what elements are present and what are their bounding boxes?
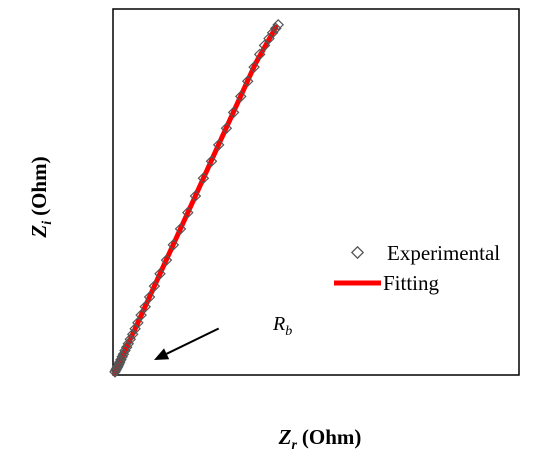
y-axis-title-unit: (Ohm) <box>27 156 51 216</box>
x-axis-title-symbol: Z <box>278 425 292 449</box>
experimental-point <box>266 26 279 39</box>
experimental-point <box>258 39 271 52</box>
experimental-point <box>227 106 240 119</box>
x-axis-title: Zr (Ohm) <box>278 425 362 453</box>
x-axis-title-subscript: r <box>291 438 297 453</box>
y-axis-title-subscript: i <box>40 221 55 225</box>
experimental-point <box>220 122 233 135</box>
experimental-point <box>241 75 254 87</box>
experimental-point <box>182 206 194 219</box>
experimental-point <box>248 61 260 73</box>
annotation-arrow <box>166 327 220 355</box>
experimental-point <box>148 280 161 292</box>
experimental-point <box>143 291 156 303</box>
legend: Experimental Fitting <box>334 241 500 295</box>
experimental-point <box>132 316 144 329</box>
legend-label-experimental: Experimental <box>387 241 500 265</box>
y-axis-title: Zi (Ohm) <box>27 156 55 238</box>
experimental-point <box>135 309 147 321</box>
experimental-series <box>109 19 284 378</box>
experimental-point <box>235 90 247 103</box>
experimental-point <box>174 223 187 235</box>
experimental-point <box>139 301 151 313</box>
experimental-point <box>160 254 173 266</box>
y-axis-title-symbol: Z <box>27 225 51 239</box>
annotation <box>154 327 220 360</box>
experimental-point <box>205 155 218 167</box>
experimental-point <box>212 139 225 151</box>
experimental-point <box>167 239 180 251</box>
experimental-point <box>197 172 210 184</box>
experimental-point <box>124 333 137 346</box>
annotation-label-main: R <box>272 313 285 335</box>
annotation-label: Rb <box>272 313 292 339</box>
experimental-point <box>272 19 284 31</box>
experimental-point <box>116 350 128 363</box>
annotation-arrowhead <box>154 348 170 360</box>
experimental-point <box>126 328 139 341</box>
legend-label-fitting: Fitting <box>383 271 440 295</box>
annotation-label-sub: b <box>285 324 292 339</box>
experimental-point <box>115 353 127 366</box>
legend-marker-experimental <box>350 245 365 260</box>
experimental-point <box>154 268 166 280</box>
experimental-point <box>189 190 202 202</box>
experimental-point <box>253 48 266 61</box>
experimental-point <box>270 22 282 35</box>
experimental-point <box>129 323 141 335</box>
x-axis-title-unit: (Ohm) <box>302 425 362 449</box>
experimental-point <box>122 337 135 350</box>
experimental-point <box>114 356 126 368</box>
plot-frame <box>112 8 520 376</box>
